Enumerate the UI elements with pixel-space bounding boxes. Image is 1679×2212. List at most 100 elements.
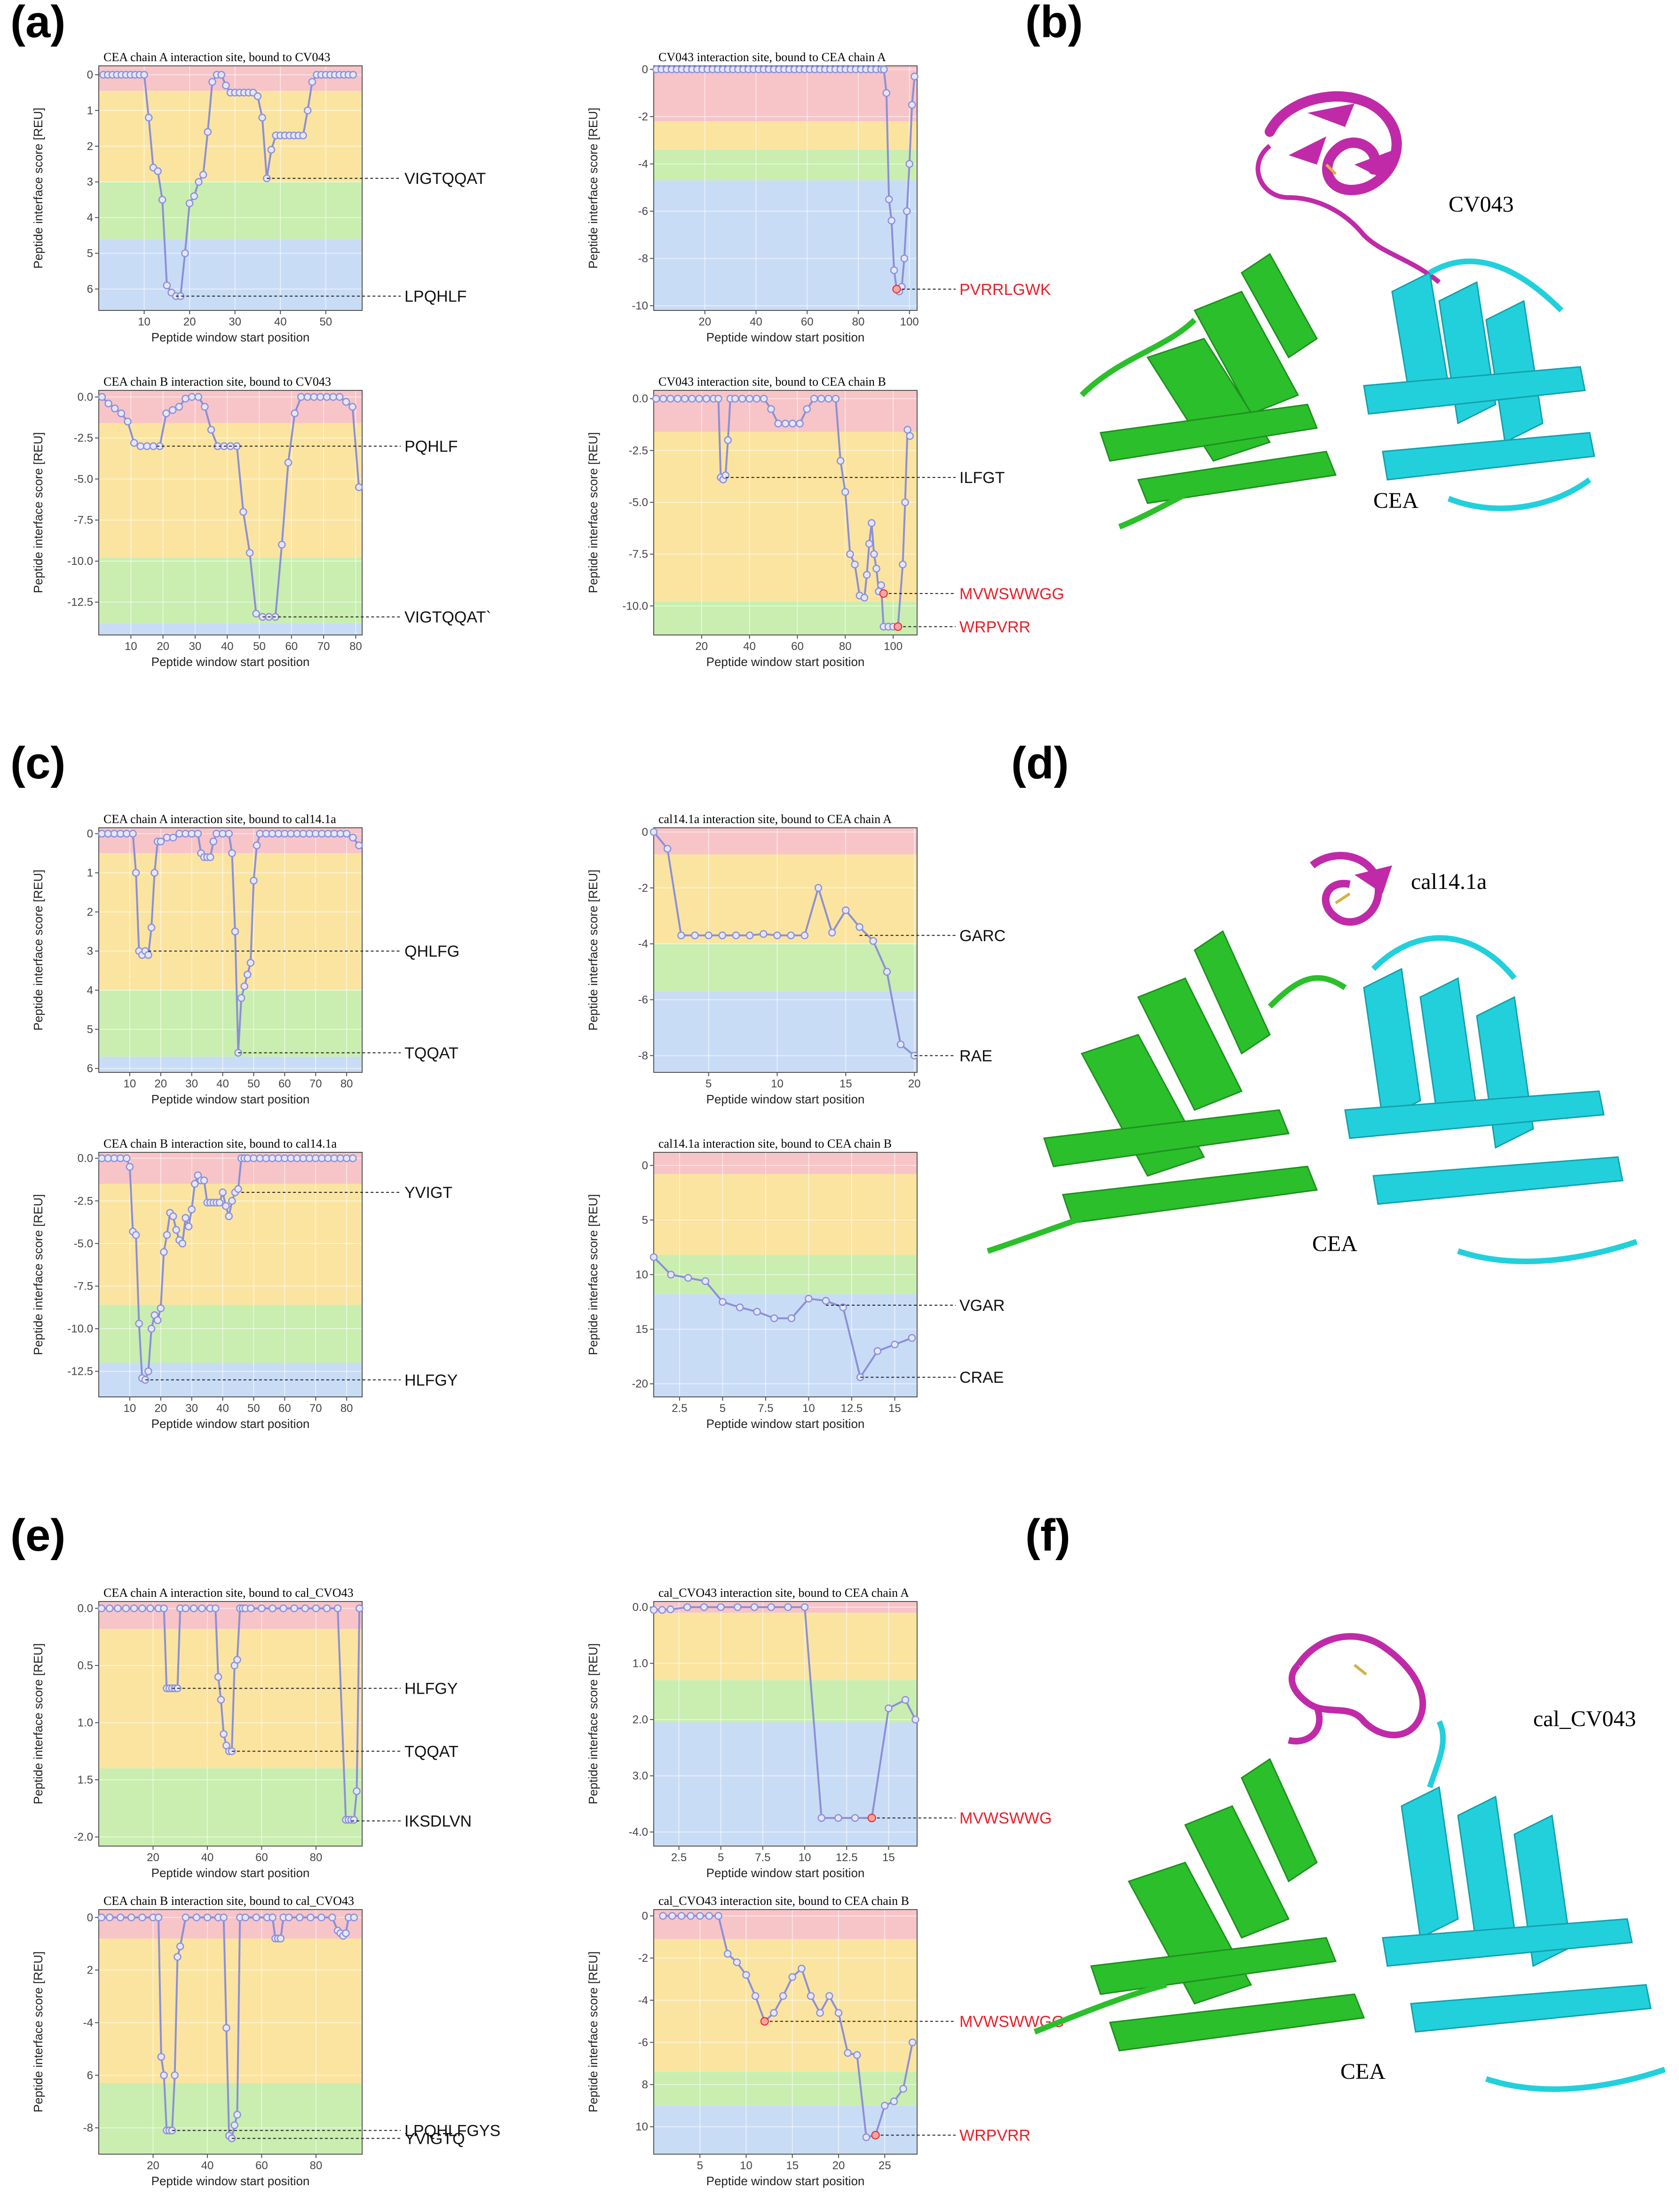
y-tick-label: 4 xyxy=(87,212,93,224)
x-tick-label: 10 xyxy=(138,316,150,328)
x-tick-label: 60 xyxy=(255,2159,268,2172)
series-line xyxy=(653,1256,912,1380)
chart-cea-chainA-cv043: CEA chain A interaction site, bound to C… xyxy=(31,50,486,344)
data-point xyxy=(908,1334,916,1342)
data-point xyxy=(688,395,696,403)
data-point xyxy=(105,1604,114,1612)
data-point xyxy=(185,199,194,207)
data-point xyxy=(258,113,266,122)
x-tick-label: 40 xyxy=(216,1078,229,1090)
data-point xyxy=(349,71,357,79)
data-point xyxy=(355,841,363,849)
x-axis-label: Peptide window start position xyxy=(706,1417,865,1431)
data-point xyxy=(750,1603,759,1611)
y-tick-label: 0.0 xyxy=(633,1601,648,1614)
x-tick-label: 60 xyxy=(285,640,298,653)
data-point xyxy=(190,1604,198,1612)
data-point xyxy=(274,1154,283,1162)
x-tick-label: 10 xyxy=(802,1402,815,1415)
data-point xyxy=(303,106,312,115)
data-point xyxy=(200,1176,208,1185)
data-point xyxy=(807,1992,815,2000)
data-point xyxy=(752,395,761,403)
y-tick-label: 10 xyxy=(635,2121,648,2133)
y-tick-label: 0 xyxy=(642,63,648,76)
highlight-point xyxy=(871,2131,880,2140)
data-point xyxy=(168,406,177,414)
data-point xyxy=(872,564,880,573)
data-point xyxy=(153,1316,162,1324)
x-axis-label: Peptide window start position xyxy=(706,1866,865,1880)
data-point xyxy=(123,1154,131,1162)
panel-label-e: (e) xyxy=(10,1510,66,1561)
data-point xyxy=(299,131,307,140)
data-point xyxy=(291,409,299,418)
y-tick-label: 1 xyxy=(87,867,93,880)
data-point xyxy=(323,393,331,401)
data-point xyxy=(256,830,264,838)
data-point xyxy=(681,395,689,403)
data-point xyxy=(163,1231,171,1239)
data-point xyxy=(890,2097,898,2106)
data-point xyxy=(335,393,344,401)
x-tick-label: 40 xyxy=(201,2159,214,2172)
panel-label-f: (f) xyxy=(1025,1510,1070,1561)
chart-title: CEA chain A interaction site, bound to C… xyxy=(103,50,330,64)
data-point xyxy=(209,837,218,846)
x-tick-label: 20 xyxy=(183,316,196,328)
y-tick-label: -6 xyxy=(638,205,648,218)
data-point xyxy=(247,1604,255,1612)
cea-chain-a-ribbon xyxy=(987,930,1347,1254)
data-point xyxy=(805,1294,813,1303)
y-axis-label: Peptide interface score [REU] xyxy=(31,432,45,594)
y-axis-label: Peptide interface score [REU] xyxy=(31,870,45,1031)
y-tick-label: -10.0 xyxy=(67,1323,93,1335)
data-point xyxy=(116,1154,125,1162)
data-point xyxy=(182,830,190,838)
data-point xyxy=(753,1308,761,1316)
chart-title: CEA chain B interaction site, bound to c… xyxy=(103,1137,337,1150)
data-point xyxy=(97,1913,106,1922)
x-tick-label: 5 xyxy=(718,1851,724,1864)
data-point xyxy=(163,281,171,290)
y-tick-label: -2.5 xyxy=(74,432,93,444)
peptide-annotation: QHLFG xyxy=(404,943,459,960)
x-tick-label: 40 xyxy=(216,1402,229,1415)
data-point xyxy=(770,1314,778,1323)
data-point xyxy=(317,1913,325,1922)
data-point xyxy=(836,457,845,465)
highlight-point xyxy=(867,1814,876,1823)
y-axis-label: Peptide interface score [REU] xyxy=(586,1194,600,1356)
data-point xyxy=(182,1214,190,1222)
data-point xyxy=(312,1604,320,1612)
data-point xyxy=(190,1180,199,1188)
x-tick-label: 80 xyxy=(341,1402,353,1415)
data-point xyxy=(252,610,260,618)
data-point xyxy=(293,1154,301,1162)
data-point xyxy=(182,1913,190,1922)
data-point xyxy=(150,869,158,877)
peptide-annotation: YVIGTQ xyxy=(404,2130,465,2148)
data-point xyxy=(214,1673,222,1681)
score-band-green xyxy=(99,2083,362,2154)
data-point xyxy=(147,1324,156,1333)
score-band-green xyxy=(654,943,917,991)
data-point xyxy=(228,1197,236,1205)
data-point xyxy=(172,1226,180,1234)
data-point xyxy=(181,249,189,257)
data-point xyxy=(885,1704,893,1713)
data-point xyxy=(311,1154,320,1162)
data-point xyxy=(911,1715,919,1724)
data-point xyxy=(130,439,138,447)
data-point xyxy=(784,1603,792,1611)
data-point xyxy=(717,1603,725,1611)
x-tick-label: 60 xyxy=(791,640,804,653)
data-point xyxy=(899,560,907,569)
peptide-annotation: VIGTQQAT xyxy=(404,170,486,188)
score-band-red xyxy=(654,1152,917,1174)
data-point xyxy=(677,1912,686,1920)
x-tick-label: 80 xyxy=(310,1851,323,1864)
data-point xyxy=(219,830,227,838)
data-point xyxy=(285,1913,293,1922)
x-tick-label: 20 xyxy=(147,2159,159,2172)
